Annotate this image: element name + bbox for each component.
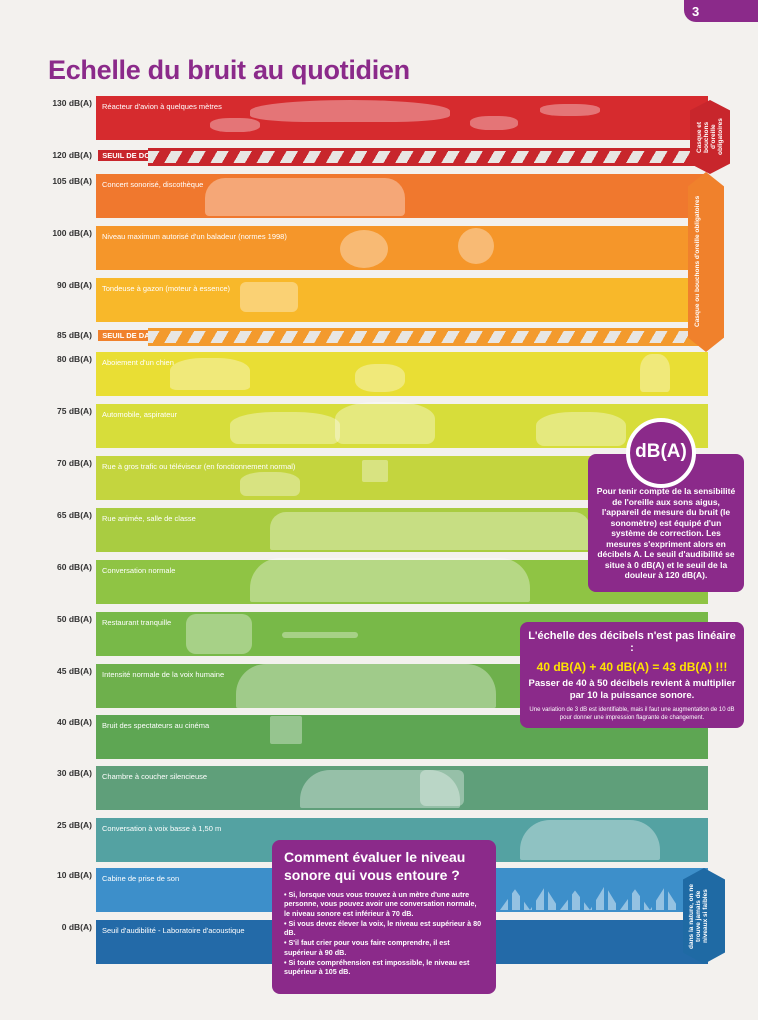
level-db: 40 dB(A) <box>57 717 92 727</box>
level-description: Seuil d'audibilité - Laboratoire d'acous… <box>102 926 245 935</box>
level-description: Automobile, aspirateur <box>102 410 178 419</box>
level-db: 25 dB(A) <box>57 820 92 830</box>
level-description: Conversation normale <box>102 566 176 575</box>
required-protection-label: Casque ou bouchons d'oreille obligatoire… <box>694 195 701 327</box>
dog-silhouette <box>640 354 670 392</box>
scale-text: Passer de 40 à 50 décibels revient à mul… <box>528 678 736 701</box>
mandatory-protection-badge <box>690 100 730 174</box>
list-item: S'il faut crier pour vous faire comprend… <box>284 938 484 957</box>
headphones-silhouette <box>340 230 388 268</box>
list-item: Si toute compréhension est impossible, l… <box>284 958 484 977</box>
car-silhouette <box>230 412 340 444</box>
list-item: Si vous devez élever la voix, le niveau … <box>284 919 484 938</box>
level-db: 120 dB(A) <box>52 150 92 160</box>
plane-silhouette <box>540 104 600 116</box>
level-band: Aboiement d'un chien <box>96 352 708 396</box>
crowd-silhouette <box>270 512 590 550</box>
level-description: Réacteur d'avion à quelques mètres <box>102 102 222 111</box>
level-description: Rue animée, salle de classe <box>102 514 196 523</box>
musicians-silhouette <box>205 178 405 216</box>
level-db: 90 dB(A) <box>57 280 92 290</box>
scale-equation: 40 dB(A) + 40 dB(A) = 43 dB(A) !!! <box>536 660 728 674</box>
level-db: 105 dB(A) <box>52 176 92 186</box>
level-band: Tondeuse à gazon (moteur à essence) <box>96 278 708 322</box>
car-silhouette <box>240 472 300 496</box>
tv-silhouette <box>362 460 388 482</box>
level-db: 70 dB(A) <box>57 458 92 468</box>
level-description: Tondeuse à gazon (moteur à essence) <box>102 284 230 293</box>
bedroom-silhouette <box>300 770 460 808</box>
level-db: 50 dB(A) <box>57 614 92 624</box>
cinema-silhouette <box>270 716 302 744</box>
dog-silhouette <box>170 358 250 390</box>
dog-silhouette <box>355 364 405 392</box>
level-description: Cabine de prise de son <box>102 874 180 883</box>
level-description: Niveau maximum autorisé d'un baladeur (n… <box>102 232 287 241</box>
level-band <box>148 148 708 166</box>
level-band: Automobile, aspirateur <box>96 404 708 448</box>
restaurant-silhouette <box>186 614 252 654</box>
lamp-silhouette <box>420 770 464 806</box>
level-db: 0 dB(A) <box>61 922 92 932</box>
evaluate-list: Si, lorsque vous vous trouvez à un mètre… <box>284 890 484 977</box>
level-db: 30 dB(A) <box>57 768 92 778</box>
level-description: Aboiement d'un chien <box>102 358 174 367</box>
helicopter-silhouette <box>210 118 260 132</box>
nature-note-label: dans la nature, on ne trouve jamais de n… <box>688 883 709 949</box>
dba-explanation-text: Pour tenir compte de la sensibilité de l… <box>596 486 736 580</box>
level-db: 130 dB(A) <box>52 98 92 108</box>
level-description: Restaurant tranquille <box>102 618 172 627</box>
evaluate-heading: Comment évaluer le niveau sonore qui vou… <box>284 849 466 883</box>
level-band: Concert sonorisé, discothèque <box>96 174 708 218</box>
car-silhouette <box>536 412 626 446</box>
whispering-silhouette <box>520 820 660 860</box>
level-description: Rue à gros trafic ou téléviseur (en fonc… <box>102 462 296 471</box>
level-band: Niveau maximum autorisé d'un baladeur (n… <box>96 226 708 270</box>
scale-heading: L'échelle des décibels n'est pas linéair… <box>528 630 736 654</box>
music-player-silhouette <box>458 228 494 264</box>
nature-note-badge <box>683 868 725 964</box>
level-db: 75 dB(A) <box>57 406 92 416</box>
car-silhouette <box>335 402 435 444</box>
level-band: Chambre à coucher silencieuse <box>96 766 708 810</box>
page-title: Echelle du bruit au quotidien <box>48 55 410 85</box>
dba-badge: dB(A) <box>626 418 696 488</box>
level-db: 45 dB(A) <box>57 666 92 676</box>
level-description: Bruit des spectateurs au cinéma <box>102 721 210 730</box>
level-db: 80 dB(A) <box>57 354 92 364</box>
level-band: Réacteur d'avion à quelques mètres <box>96 96 708 140</box>
level-db: 85 dB(A) <box>57 330 92 340</box>
threshold-tag: SEUIL DE DOULEUR <box>98 150 180 161</box>
level-db: 60 dB(A) <box>57 562 92 572</box>
level-db: 10 dB(A) <box>57 870 92 880</box>
level-description: Conversation à voix basse à 1,50 m <box>102 824 222 833</box>
page-number: 3 <box>684 0 758 22</box>
scale-note: Une variation de 3 dB est identifiable, … <box>529 707 735 721</box>
helicopter-silhouette <box>470 116 518 130</box>
threshold-tag: SEUIL DE DANGER <box>98 330 176 341</box>
required-protection-badge <box>688 172 724 352</box>
fork-silhouette <box>282 632 358 638</box>
airplane-silhouette <box>250 100 450 122</box>
level-db: 65 dB(A) <box>57 510 92 520</box>
people-talking-silhouette <box>250 558 530 602</box>
level-band <box>148 328 708 346</box>
lawnmower-silhouette <box>240 282 298 312</box>
level-description: Chambre à coucher silencieuse <box>102 772 208 781</box>
mandatory-protection-label: Casque et bouchons d'oreille obligatoire… <box>696 118 724 156</box>
people-silhouette <box>236 664 496 708</box>
evaluate-noise-box: Comment évaluer le niveau sonore qui vou… <box>272 840 496 994</box>
list-item: Si, lorsque vous vous trouvez à un mètre… <box>284 890 484 918</box>
level-db: 100 dB(A) <box>52 228 92 238</box>
decibel-scale-box: L'échelle des décibels n'est pas linéair… <box>520 622 744 728</box>
level-description: Intensité normale de la voix humaine <box>102 670 225 679</box>
level-description: Concert sonorisé, discothèque <box>102 180 204 189</box>
